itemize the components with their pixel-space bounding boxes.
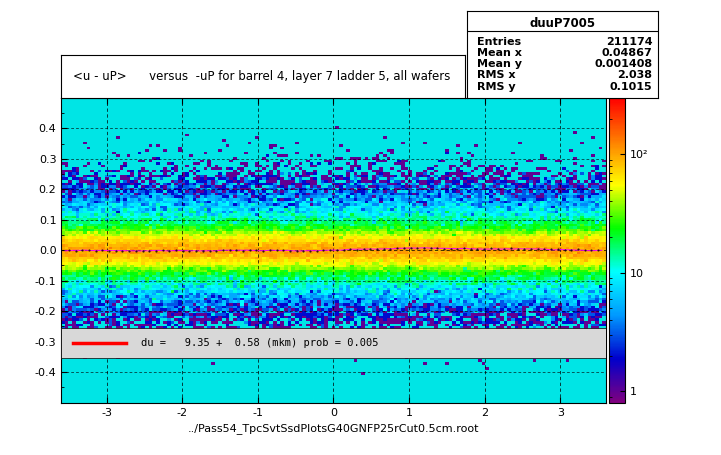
Text: 0.04867: 0.04867 bbox=[602, 48, 653, 58]
Text: du =   9.35 +  0.58 (mkm) prob = 0.005: du = 9.35 + 0.58 (mkm) prob = 0.005 bbox=[141, 338, 379, 348]
Text: duuP7005: duuP7005 bbox=[530, 17, 596, 30]
Text: 0.001408: 0.001408 bbox=[594, 59, 653, 69]
Text: RMS x: RMS x bbox=[477, 71, 516, 81]
Bar bbox=[61, 328, 606, 359]
Text: 211174: 211174 bbox=[606, 37, 653, 46]
Text: 2.038: 2.038 bbox=[618, 71, 653, 81]
X-axis label: ../Pass54_TpcSvtSsdPlotsG40GNFP25rCut0.5cm.root: ../Pass54_TpcSvtSsdPlotsG40GNFP25rCut0.5… bbox=[187, 423, 479, 434]
Text: 0.1015: 0.1015 bbox=[610, 81, 653, 91]
Text: Entries: Entries bbox=[477, 37, 521, 46]
Text: <u - uP>      versus  -uP for barrel 4, layer 7 ladder 5, all wafers: <u - uP> versus -uP for barrel 4, layer … bbox=[74, 70, 451, 83]
Text: Mean x: Mean x bbox=[477, 48, 521, 58]
Text: Mean y: Mean y bbox=[477, 59, 522, 69]
Text: RMS y: RMS y bbox=[477, 81, 516, 91]
